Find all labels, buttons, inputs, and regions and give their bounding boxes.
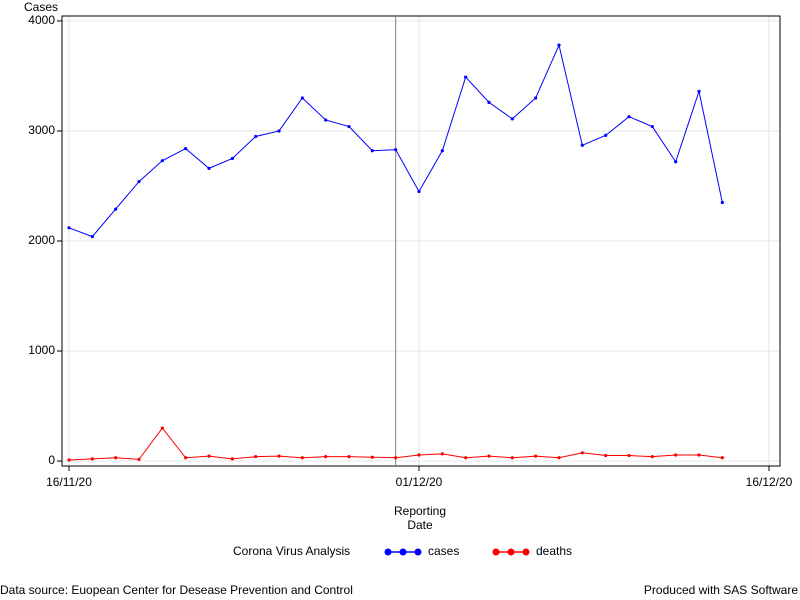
x-axis-label: Reporting Date: [393, 504, 447, 532]
y-tick-label: 3000: [28, 123, 55, 137]
data-point: [300, 96, 304, 100]
data-point: [230, 156, 234, 161]
y-axis-label: Cases: [24, 0, 58, 14]
data-point: [720, 456, 724, 460]
data-point: [324, 118, 328, 122]
data-point: [417, 453, 421, 457]
data-point: [67, 226, 71, 230]
data-point: [160, 426, 164, 430]
data-point: [90, 457, 94, 461]
data-point: [114, 456, 118, 460]
legend-marker: [492, 548, 500, 556]
data-point: [114, 207, 118, 211]
data-point: [440, 452, 444, 456]
data-point: [184, 456, 188, 460]
legend-label: deaths: [536, 544, 572, 558]
data-point: [557, 43, 561, 47]
data-point: [254, 455, 258, 459]
x-tick-label: 16/12/20: [746, 475, 793, 489]
data-point: [277, 129, 281, 133]
data-point: [137, 179, 141, 184]
data-point: [394, 148, 398, 152]
data-point: [580, 451, 584, 455]
legend-label: cases: [428, 544, 459, 558]
legend-marker: [507, 548, 515, 556]
data-point: [440, 149, 444, 153]
data-point: [674, 453, 678, 457]
x-tick-label: 16/11/20: [46, 475, 92, 489]
footnote-left: Data source: Euopean Center for Desease …: [0, 583, 353, 597]
y-tick-label: 0: [48, 453, 55, 467]
y-tick-label: 4000: [28, 13, 55, 27]
legend-marker: [384, 548, 392, 556]
data-point: [464, 456, 468, 460]
data-point: [580, 143, 584, 147]
data-point: [487, 454, 491, 458]
data-point: [137, 457, 141, 461]
plot-frame: [61, 15, 781, 467]
data-point: [650, 455, 654, 459]
data-point: [324, 455, 328, 459]
data-point: [277, 454, 281, 458]
data-point: [510, 117, 514, 121]
data-point: [674, 160, 678, 164]
data-point: [370, 455, 374, 459]
data-point: [347, 124, 351, 129]
data-point: [230, 457, 234, 461]
data-point: [67, 458, 71, 462]
data-point: [557, 456, 561, 460]
data-point: [160, 159, 164, 163]
y-tick-label: 1000: [28, 343, 55, 357]
data-point: [697, 89, 701, 93]
data-point: [650, 124, 654, 129]
data-point: [697, 453, 701, 457]
data-point: [207, 454, 211, 458]
data-point: [417, 189, 421, 194]
data-point: [720, 200, 724, 205]
data-point: [300, 456, 304, 460]
data-point: [254, 134, 258, 139]
data-point: [184, 146, 188, 151]
y-tick-label: 2000: [28, 233, 55, 247]
data-point: [627, 453, 631, 458]
data-point: [487, 100, 491, 104]
data-point: [510, 456, 514, 460]
data-point: [627, 115, 631, 119]
legend-title: Corona Virus Analysis: [233, 544, 350, 558]
data-point: [347, 455, 351, 459]
x-tick-label: 01/12/20: [396, 475, 443, 489]
legend-marker: [522, 548, 530, 556]
legend-marker: [399, 548, 407, 556]
data-point: [370, 149, 374, 153]
data-point: [604, 133, 608, 137]
data-point: [464, 75, 468, 79]
data-point: [534, 454, 538, 458]
data-point: [534, 96, 538, 100]
footnote-right: Produced with SAS Software: [644, 583, 798, 597]
data-point: [207, 166, 211, 170]
data-point: [394, 456, 398, 460]
data-point: [90, 234, 94, 239]
legend-marker: [414, 548, 422, 556]
data-point: [604, 453, 608, 458]
